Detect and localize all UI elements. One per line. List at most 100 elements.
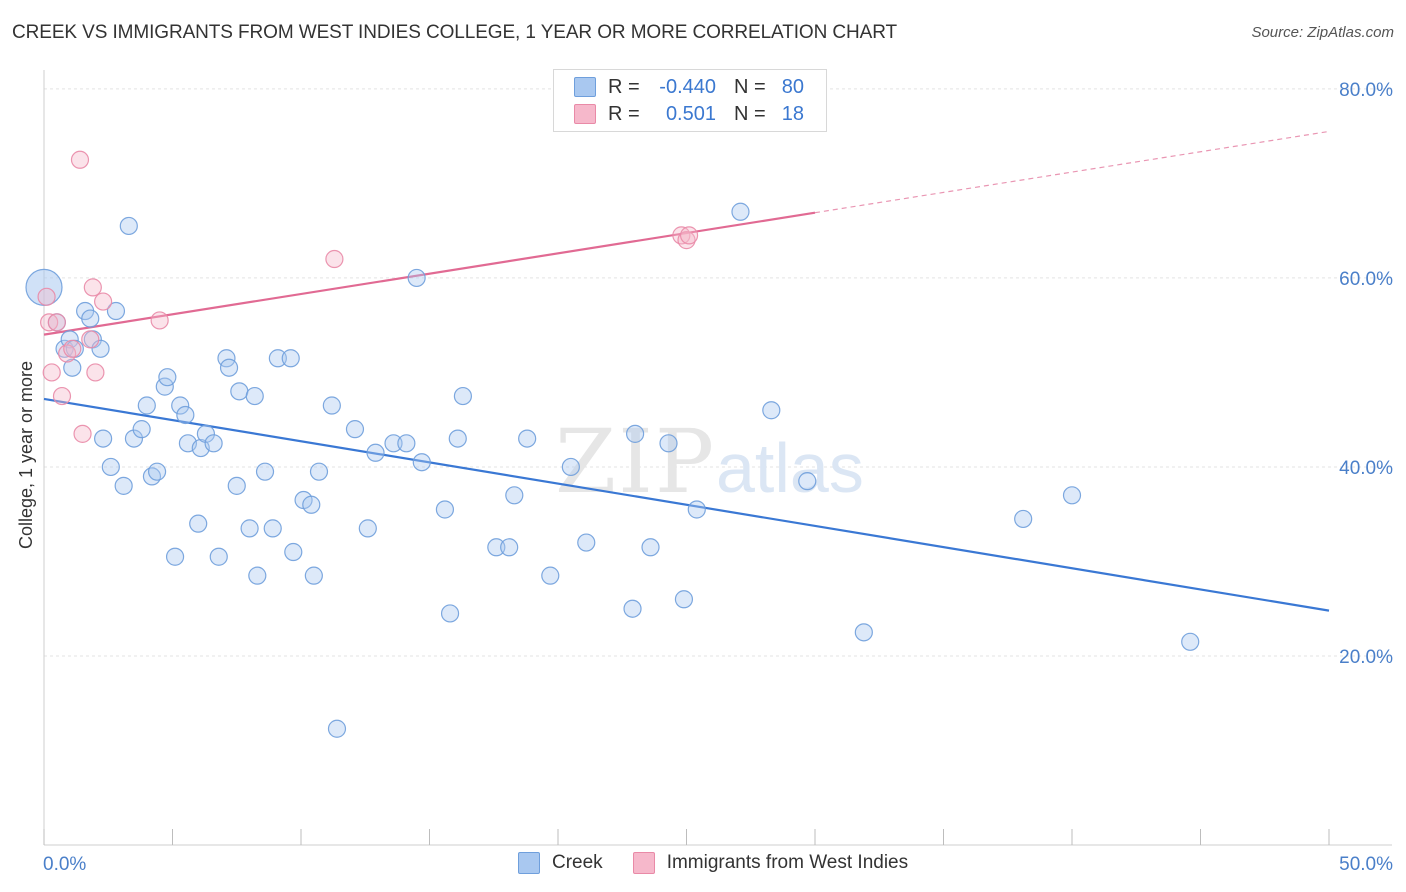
data-point [302,495,321,514]
data-point [453,386,473,406]
data-point [106,301,126,321]
data-point [101,457,120,477]
data-point [114,476,133,495]
data-point [119,216,138,236]
legend-n-label: N = [734,102,766,125]
series-legend-west-indies: Immigrants from West Indies [632,852,909,874]
data-point [268,349,287,368]
data-point [541,566,560,585]
data-point [55,339,74,358]
legend-row-creek: R = -0.440 N = 80 [574,74,804,100]
data-point [63,339,82,358]
data-point [248,566,267,585]
correlation-legend: R = -0.440 N = 80 R = 0.501 N = 18 [553,69,827,132]
data-point [325,249,344,269]
data-point [1014,509,1033,529]
data-point [397,434,416,453]
source-label: Source: ZipAtlas.com [1251,24,1394,41]
data-point [83,278,102,297]
data-point [1181,632,1200,651]
data-point [440,604,460,623]
data-point [150,311,169,330]
data-point [345,420,365,439]
legend-n-value: 18 [781,102,804,125]
legend-swatch-creek [574,77,596,97]
data-point [577,533,596,552]
legend-n-label: N = [734,75,766,98]
data-point [171,396,190,415]
x-tick-label: 0.0% [43,854,86,875]
legend-r-label: R = [608,75,640,98]
data-point [227,476,246,495]
data-point [448,429,467,448]
data-point [70,150,90,169]
data-point [561,457,580,477]
data-point [1062,486,1082,505]
data-point [240,519,259,538]
data-point [81,330,100,349]
data-point [255,462,275,481]
data-point [47,313,66,332]
data-point [487,538,506,557]
data-point [435,500,455,519]
data-point [73,424,92,443]
data-point [42,363,61,382]
data-point [500,538,519,557]
data-point [94,292,113,311]
data-point [281,349,300,368]
data-point [366,443,385,462]
data-point [679,226,699,245]
creek-legend-label: Creek [552,852,603,873]
tick-labels: 20.0% 40.0% 60.0% 80.0% 0.0% 50.0% [43,80,1393,875]
data-point [63,358,82,377]
data-point [407,268,426,288]
data-point [304,566,323,585]
data-point [384,434,403,453]
data-point [196,424,216,443]
data-point [52,386,72,406]
data-point [659,434,678,453]
trend-line-0 [43,397,1330,612]
data-point [176,405,195,425]
data-point [762,401,781,420]
data-point [309,462,329,481]
legend-r-value: 0.501 [665,102,716,125]
data-point [518,429,537,448]
data-point [412,453,431,472]
data-point [263,519,282,538]
creek-swatch [518,852,540,874]
legend-swatch-west-indies [574,104,596,124]
series-legend: Creek Immigrants from West Indies [518,852,938,874]
data-point [641,538,660,557]
data-point [358,519,377,538]
series-legend-creek: Creek [518,852,603,874]
y-tick-label: 20.0% [1339,647,1393,668]
axes [43,70,1392,846]
data-point [230,382,249,401]
watermark: ZIP atlas [555,410,864,513]
data-point [219,358,239,377]
legend-r-label: R = [608,102,640,125]
data-point [189,514,208,533]
gridlines [44,88,1392,657]
x-tick-label: 50.0% [1339,854,1393,875]
data-point [137,396,156,415]
trend-line-1 [43,211,816,336]
west-indies-swatch [632,852,655,874]
data-point [798,472,817,491]
data-point [327,719,347,738]
trend-line-extension-1 [814,130,1330,214]
y-tick-label: 60.0% [1339,269,1393,290]
data-point [94,429,113,448]
data-point [674,590,694,609]
data-point [37,287,56,306]
legend-r-value: -0.440 [659,75,716,98]
data-point [284,542,303,562]
legend-row-west-indies: R = 0.501 N = 18 [574,101,804,127]
data-point [209,547,228,566]
west-indies-legend-label: Immigrants from West Indies [666,852,909,873]
y-axis-label: College, 1 year or more [16,361,36,549]
data-point [40,313,59,332]
data-point [505,486,524,505]
